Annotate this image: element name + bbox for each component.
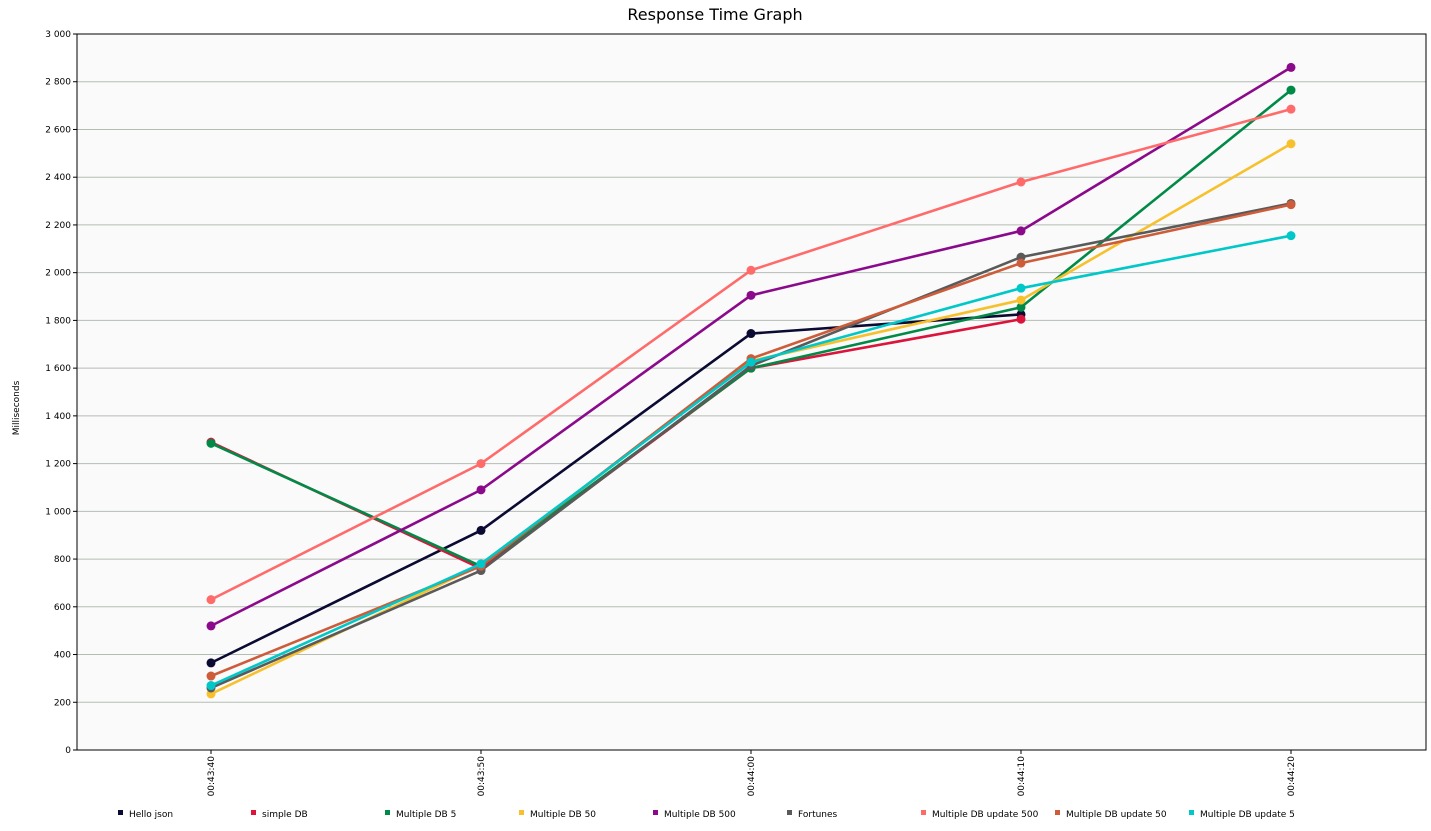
x-tick-label: 00:44:10	[1017, 756, 1027, 797]
legend-swatch	[1189, 810, 1194, 815]
legend-swatch	[1055, 810, 1060, 815]
y-tick-label: 1 200	[45, 460, 71, 470]
series-multiple-db-update-500	[206, 104, 1296, 605]
data-point	[1016, 226, 1026, 236]
legend-swatch	[385, 810, 390, 815]
y-tick-label: 800	[54, 555, 71, 565]
legend-label: Multiple DB 50	[530, 810, 596, 820]
data-point	[206, 595, 216, 605]
legend-label: Multiple DB update 50	[1066, 810, 1167, 820]
x-tick-label: 00:44:00	[747, 756, 757, 797]
legend-item: Multiple DB 50	[519, 810, 596, 820]
chart-title: Response Time Graph	[627, 5, 802, 24]
y-tick-label: 400	[54, 651, 71, 661]
legend-label: Multiple DB update 5	[1200, 810, 1295, 820]
y-tick-label: 2 600	[45, 125, 71, 135]
legend-label: Fortunes	[798, 810, 838, 820]
legend-item: Multiple DB update 500	[921, 810, 1039, 820]
y-tick-label: 0	[65, 746, 71, 756]
legend-label: Multiple DB 5	[396, 810, 456, 820]
y-tick-label: 2 000	[45, 269, 71, 279]
legend-label: Multiple DB 500	[664, 810, 736, 820]
legend-swatch	[118, 810, 123, 815]
data-point	[476, 459, 486, 469]
data-point	[476, 525, 486, 535]
plot-background	[77, 34, 1426, 750]
data-point	[1016, 314, 1026, 324]
y-tick-label: 2 200	[45, 221, 71, 231]
data-point	[206, 681, 216, 691]
y-tick-label: 2 800	[45, 78, 71, 88]
data-point	[206, 438, 216, 448]
y-tick-label: 200	[54, 698, 71, 708]
legend-swatch	[921, 810, 926, 815]
data-point	[476, 559, 486, 569]
legend-item: Multiple DB 500	[653, 810, 736, 820]
y-tick-label: 2 400	[45, 173, 71, 183]
legend-label: Multiple DB update 500	[932, 810, 1039, 820]
legend-item: Multiple DB 5	[385, 810, 456, 820]
legend-swatch	[787, 810, 792, 815]
y-tick-label: 1 000	[45, 507, 71, 517]
series-multiple-db-500	[206, 62, 1296, 631]
data-point	[206, 621, 216, 631]
y-tick-label: 3 000	[45, 30, 71, 40]
y-tick-label: 1 400	[45, 412, 71, 422]
data-point	[1016, 283, 1026, 293]
data-point	[1286, 62, 1296, 72]
data-point	[476, 485, 486, 495]
data-point	[746, 357, 756, 367]
plot-border	[76, 33, 1427, 751]
legend-item: Multiple DB update 50	[1055, 810, 1167, 820]
data-point	[1016, 295, 1026, 305]
data-point	[746, 290, 756, 300]
x-tick-label: 00:43:40	[207, 756, 217, 797]
legend: Hello json simple DB Multiple DB 5 Multiple…	[118, 810, 1295, 820]
data-point	[1016, 258, 1026, 268]
data-point	[746, 329, 756, 339]
data-point	[1286, 139, 1296, 149]
legend-label: simple DB	[262, 810, 308, 820]
data-point	[206, 658, 216, 668]
y-tick-label: 600	[54, 603, 71, 613]
data-point	[1286, 200, 1296, 210]
legend-label: Hello json	[129, 810, 173, 820]
series-multiple-db-update-5	[206, 231, 1296, 691]
legend-item: simple DB	[251, 810, 308, 820]
legend-swatch	[653, 810, 658, 815]
data-point	[1286, 231, 1296, 241]
x-tick-label: 00:43:50	[477, 756, 487, 797]
data-point	[1286, 104, 1296, 114]
data-point	[746, 265, 756, 275]
data-point	[1016, 302, 1026, 312]
legend-item: Multiple DB update 5	[1189, 810, 1295, 820]
legend-swatch	[251, 810, 256, 815]
y-axis-label: Milliseconds	[12, 380, 22, 435]
y-tick-label: 1 600	[45, 364, 71, 374]
data-point	[1286, 85, 1296, 95]
legend-item: Hello json	[118, 810, 173, 820]
data-point	[206, 671, 216, 681]
data-point	[1016, 177, 1026, 187]
x-tick-label: 00:44:20	[1287, 756, 1297, 797]
legend-item: Fortunes	[787, 810, 838, 820]
legend-swatch	[519, 810, 524, 815]
y-tick-label: 1 800	[45, 316, 71, 326]
